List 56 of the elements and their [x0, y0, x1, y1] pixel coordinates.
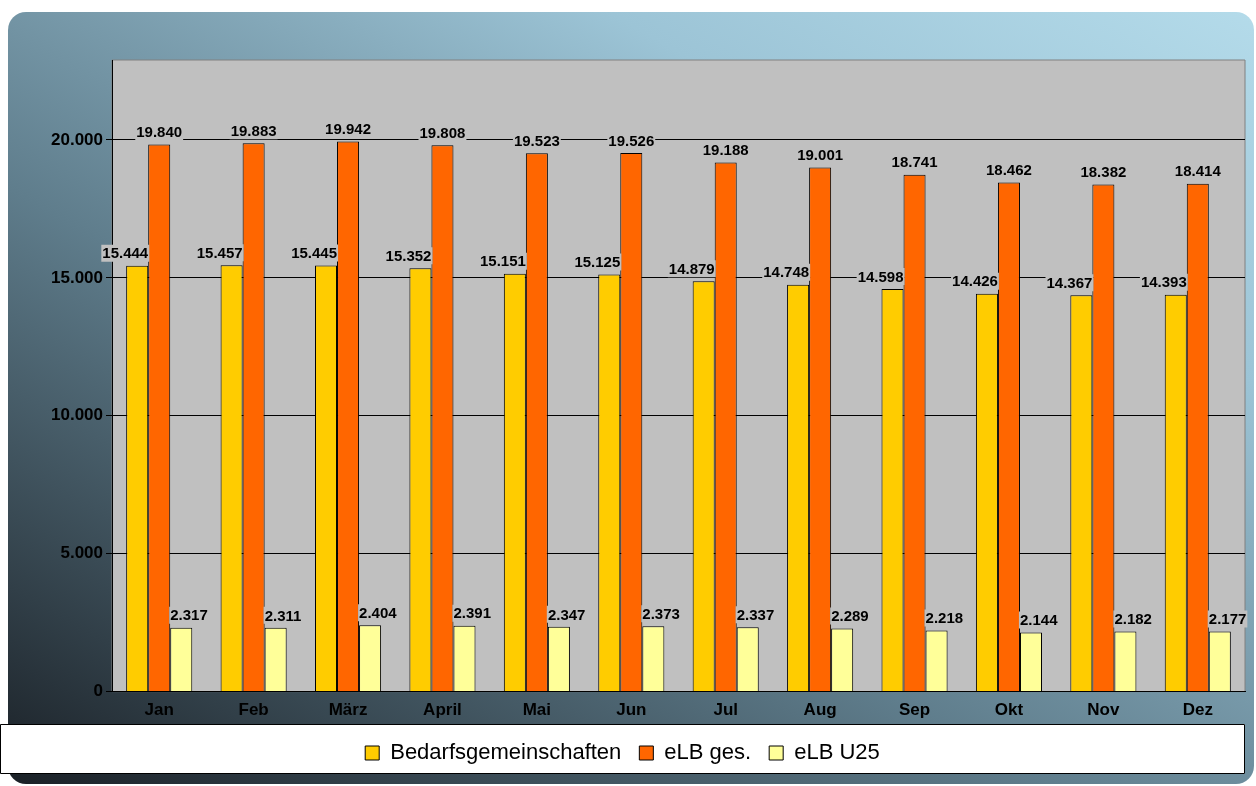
legend-label: eLB ges.	[664, 739, 752, 765]
data-label: 19.523	[513, 131, 560, 149]
data-label: 2.391	[453, 604, 492, 622]
x-tick-label: Sep	[898, 700, 931, 720]
x-tick-label: Jul	[713, 700, 738, 720]
data-label: 15.151	[479, 252, 526, 270]
data-label: 14.367	[1046, 273, 1093, 291]
data-label: 2.373	[642, 604, 680, 622]
y-tick-label: 5.000	[60, 543, 103, 563]
data-label: 19.942	[325, 120, 371, 138]
data-label: 2.289	[831, 607, 869, 625]
x-tick-label: März	[328, 700, 368, 720]
data-label: 2.404	[359, 603, 398, 621]
data-label: 14.598	[857, 267, 904, 285]
data-label: 18.462	[986, 161, 1032, 179]
legend-label: eLB U25	[794, 739, 880, 765]
data-label: 15.457	[196, 243, 243, 261]
x-tick-label: Dez	[1182, 700, 1213, 720]
data-label: 19.001	[797, 146, 844, 164]
x-tick-label: Jan	[144, 700, 174, 720]
data-label: 14.879	[668, 259, 715, 277]
x-tick-label: Okt	[994, 700, 1024, 720]
x-tick-label: Aug	[803, 700, 837, 720]
x-tick-label: Jun	[616, 700, 647, 720]
data-label: 2.337	[736, 605, 775, 623]
data-label: 14.426	[952, 272, 998, 290]
data-label: 19.883	[230, 121, 277, 139]
x-tick-label: Feb	[238, 700, 269, 720]
data-label: 15.445	[291, 244, 338, 262]
data-label: 15.352	[385, 246, 432, 264]
data-label: 19.188	[702, 141, 749, 159]
data-label: 14.393	[1140, 273, 1187, 291]
data-label: 2.182	[1114, 610, 1152, 628]
data-label: 2.177	[1208, 610, 1247, 628]
data-label: 15.125	[574, 253, 621, 271]
y-tick-label: 0	[93, 681, 103, 701]
data-label: 2.311	[264, 606, 302, 624]
x-tick-label: Nov	[1087, 700, 1120, 720]
data-label: 2.218	[925, 609, 964, 627]
data-label: 18.382	[1080, 163, 1127, 181]
data-label: 2.144	[1019, 611, 1059, 629]
data-label: 15.444	[102, 244, 149, 262]
x-tick-label: April	[423, 700, 462, 720]
y-tick-label: 20.000	[51, 129, 103, 149]
data-label: 18.741	[891, 153, 938, 171]
data-label: 14.748	[763, 263, 810, 281]
data-label: 2.347	[547, 605, 586, 623]
y-tick-label: 15.000	[51, 267, 103, 287]
data-label: 19.526	[608, 131, 655, 149]
data-label: 18.414	[1174, 162, 1222, 180]
data-label: 19.840	[136, 123, 183, 141]
data-label: 2.317	[170, 606, 208, 624]
y-tick-label: 10.000	[51, 405, 103, 425]
x-tick-label: Mai	[522, 700, 552, 720]
data-label: 19.808	[419, 123, 466, 141]
legend-label: Bedarfsgemeinschaften	[390, 739, 622, 765]
